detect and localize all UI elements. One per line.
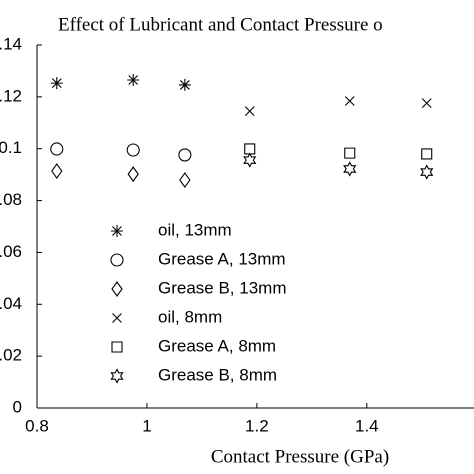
y-tick-label: 0.12	[0, 86, 22, 105]
x-axis-label: Contact Pressure (GPa)	[211, 446, 389, 467]
legend-marker	[111, 225, 123, 237]
marker	[343, 161, 357, 177]
legend-label: Grease A, 8mm	[158, 336, 276, 355]
marker	[127, 166, 139, 183]
legend-marker	[110, 253, 124, 267]
legend-label: Grease B, 13mm	[158, 278, 287, 297]
legend-marker	[111, 341, 123, 353]
y-tick-label: 0.1	[0, 138, 22, 157]
y-tick-label: 0.04	[0, 294, 22, 313]
marker	[50, 77, 63, 90]
y-tick-label: 0.06	[0, 242, 22, 261]
legend-label: Grease B, 8mm	[158, 365, 277, 384]
y-tick-label: 0.14	[0, 34, 22, 53]
marker	[344, 147, 356, 159]
marker	[420, 164, 434, 180]
chart-title: Effect of Lubricant and Contact Pressure…	[58, 14, 383, 35]
marker	[126, 143, 140, 157]
marker	[178, 148, 192, 162]
marker	[178, 78, 191, 91]
legend-marker	[111, 281, 123, 297]
marker	[421, 148, 433, 160]
legend-marker	[110, 368, 124, 384]
marker	[179, 172, 191, 189]
marker	[51, 163, 63, 179]
x-tick-label: 1.2	[245, 416, 269, 435]
marker	[243, 152, 257, 168]
legend-marker	[112, 313, 122, 323]
marker	[244, 143, 256, 155]
legend-label: oil, 8mm	[158, 307, 222, 326]
y-tick-label: 0.02	[0, 346, 22, 365]
marker	[344, 96, 355, 106]
marker	[127, 74, 140, 87]
marker	[50, 142, 64, 156]
x-tick-label: 0.8	[25, 416, 49, 435]
legend-label: Grease A, 13mm	[158, 249, 286, 268]
x-tick-label: 1.4	[355, 416, 379, 435]
marker	[421, 98, 432, 108]
y-tick-label: 0	[13, 397, 22, 416]
legend-label: oil, 13mm	[158, 220, 232, 239]
marker	[244, 106, 255, 117]
y-tick-label: 0.08	[0, 190, 22, 209]
x-tick-label: 1	[142, 416, 151, 435]
